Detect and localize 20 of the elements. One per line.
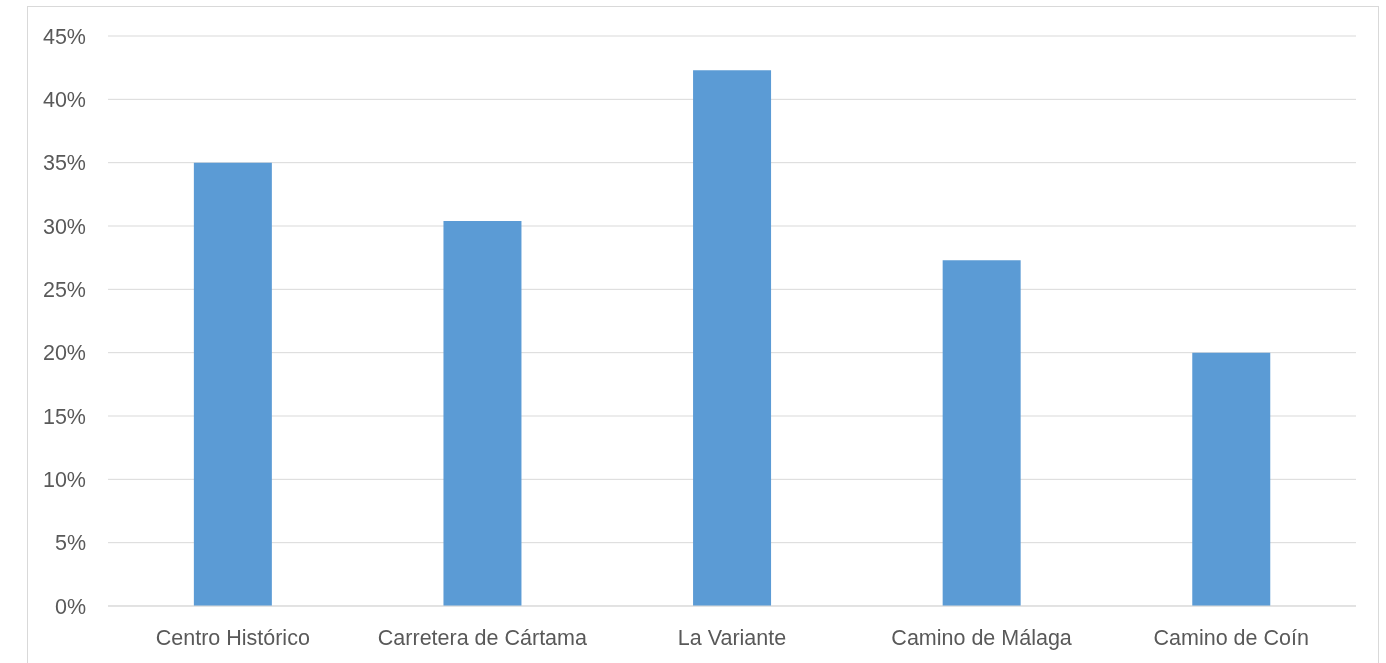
bar xyxy=(1192,352,1271,606)
y-tick-label: 45% xyxy=(42,24,86,49)
x-tick-label: Centro Histórico xyxy=(155,626,310,651)
bar xyxy=(942,260,1021,606)
x-tick-label: Camino de Coín xyxy=(1153,626,1309,651)
y-tick-label: 15% xyxy=(42,404,86,429)
bar xyxy=(693,70,772,606)
y-tick-label: 30% xyxy=(42,214,86,239)
x-tick-label: La Variante xyxy=(677,626,787,651)
y-tick-label: 10% xyxy=(42,467,86,492)
x-tick-label: Camino de Málaga xyxy=(891,626,1072,651)
y-tick-label: 20% xyxy=(42,341,86,366)
bar xyxy=(443,220,522,606)
bar xyxy=(193,162,272,606)
x-tick-label: Carretera de Cártama xyxy=(377,626,587,651)
y-tick-label: 5% xyxy=(54,531,86,556)
y-tick-label: 0% xyxy=(54,594,86,619)
y-tick-label: 25% xyxy=(42,277,86,302)
y-tick-label: 35% xyxy=(42,151,86,176)
y-tick-label: 40% xyxy=(42,87,86,112)
